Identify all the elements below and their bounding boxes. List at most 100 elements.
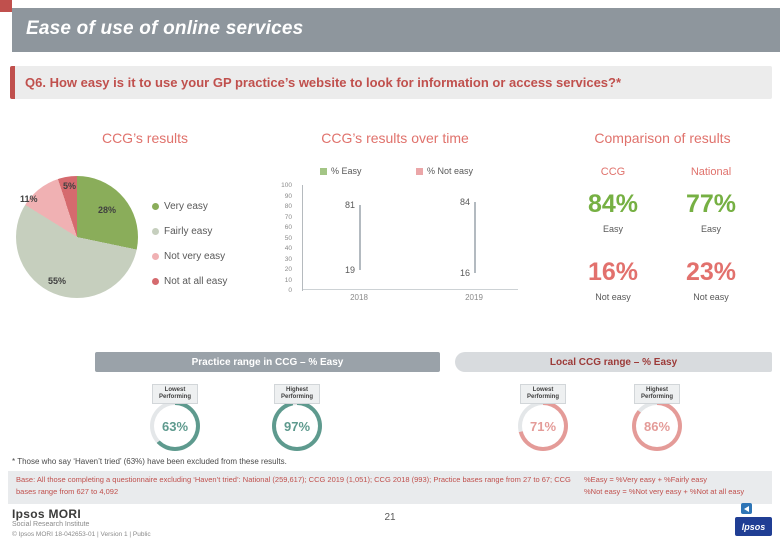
comparison-header-ccg: CCG: [600, 166, 626, 178]
y-tick-label: 70: [284, 213, 292, 221]
gauge-ring: 86%: [632, 401, 682, 452]
gauge-ring-hole: [522, 405, 564, 448]
gauge-local-lowest: Lowest Performing 71%: [514, 384, 572, 452]
y-tick-label: 50: [284, 234, 292, 242]
pie-label-not-very-easy: 11%: [20, 194, 38, 204]
corner-accent: [0, 0, 12, 12]
left-arrow-icon: [744, 505, 749, 512]
high-low-line-2019: [474, 201, 476, 274]
fairly-easy-dot-icon: [152, 228, 159, 235]
value-easy-2019: 84: [459, 196, 470, 207]
x-label-2019: 2019: [465, 293, 483, 302]
gauge-ring-hole: [636, 405, 678, 448]
pie-label-very-easy: 28%: [98, 205, 117, 215]
base-banner: Base: All those completing a questionnai…: [8, 471, 772, 504]
easy-swatch-icon: [320, 168, 327, 176]
cluster-2019: 84 16 2019: [438, 185, 498, 302]
national-not-easy-value: 23%: [685, 258, 737, 286]
local-ccg-range-banner: Local CCG range – % Easy: [455, 352, 772, 372]
y-tick-label: 90: [284, 192, 292, 200]
y-tick-label: 80: [284, 203, 292, 210]
legend-item-fairly-easy: Fairly easy: [152, 226, 227, 237]
cluster-2018: 81 19 2018: [323, 185, 383, 302]
high-low-line-2018: [359, 204, 361, 271]
y-tick-label: 40: [284, 245, 292, 252]
ipsos-logo: Ipsos: [735, 517, 772, 536]
gauge-ring-hole: [154, 405, 196, 448]
not-easy-swatch-icon: [416, 168, 423, 176]
question-text: Q6. How easy is it to use your GP practi…: [25, 75, 622, 90]
gauge-local-highest: Highest Performing 86%: [628, 384, 686, 452]
time-legend-easy: % Easy: [320, 166, 362, 176]
gauge-value: 86%: [643, 418, 671, 434]
section-title-over-time: CCG’s results over time: [321, 130, 469, 146]
value-not-easy-2018: 19: [344, 265, 355, 276]
y-tick-label: 60: [284, 224, 292, 231]
value-easy-2018: 81: [344, 199, 355, 210]
gauge-value: 71%: [529, 418, 557, 434]
question-banner: Q6. How easy is it to use your GP practi…: [10, 66, 772, 99]
pie-label-not-at-all-easy: 5%: [63, 181, 77, 191]
ccg-easy-label: Easy: [602, 224, 623, 234]
ccg-easy-value: 84%: [587, 190, 639, 218]
section-title-comparison: Comparison of results: [594, 130, 731, 146]
y-tick-label: 30: [284, 255, 292, 263]
gauge-ring-hole: [276, 405, 318, 448]
gauge-ring: 71%: [518, 401, 568, 452]
comparison-header-national: National: [690, 166, 732, 178]
copyright-text: © Ipsos MORI 18-042653-01 | Version 1 | …: [12, 531, 151, 538]
national-easy-value: 77%: [685, 190, 737, 218]
practice-range-banner: Practice range in CCG – % Easy: [95, 352, 440, 372]
time-legend-not-easy: % Not easy: [416, 166, 473, 176]
footnote: * Those who say ‘Haven’t tried’ (63%) ha…: [12, 457, 287, 466]
legend-item-very-easy: Very easy: [152, 201, 227, 212]
formula-not-easy: %Not easy = %Not very easy + %Not at all…: [584, 486, 745, 496]
x-label-2018: 2018: [350, 293, 368, 302]
legend-label: Not very easy: [164, 251, 226, 262]
not-at-all-easy-dot-icon: [152, 278, 159, 285]
time-chart-plot: 81 19 2018 84 16 2019: [303, 185, 518, 302]
y-tick-label: 100: [281, 182, 292, 189]
y-tick-label: 10: [284, 276, 292, 284]
formulas: %Easy = %Very easy + %Fairly easy %Not e…: [584, 471, 772, 504]
gauge-ring: 63%: [150, 401, 200, 452]
gauge-label: Lowest Performing: [520, 384, 566, 405]
y-tick-label: 0: [288, 287, 292, 294]
very-easy-dot-icon: [152, 203, 159, 210]
gauge-value: 97%: [283, 418, 311, 434]
gauge-ring: 97%: [272, 401, 322, 452]
page-number: 21: [384, 512, 396, 523]
ipsos-mori-logo-subtext: Social Research Institute: [12, 521, 90, 528]
national-not-easy-label: Not easy: [693, 292, 729, 302]
legend-item-not-at-all-easy: Not at all easy: [152, 276, 227, 287]
value-not-easy-2019: 16: [459, 268, 470, 279]
legend-label: Fairly easy: [164, 226, 213, 237]
not-very-easy-dot-icon: [152, 253, 159, 260]
y-tick-label: 20: [284, 266, 292, 273]
y-axis: 0 10 20 30 40 50 60 70 80 90 100: [268, 182, 296, 294]
gauge-label: Highest Performing: [634, 384, 680, 405]
section-title-ccg-results: CCG’s results: [101, 130, 189, 146]
ipsos-mori-logo-text: Ipsos MORI: [12, 507, 82, 521]
y-axis-line: [302, 185, 303, 291]
gauge-label: Lowest Performing: [152, 384, 198, 405]
time-legend-not-easy-label: % Not easy: [427, 166, 474, 176]
legend-item-not-very-easy: Not very easy: [152, 251, 227, 262]
pie-label-fairly-easy: 55%: [48, 276, 67, 286]
gauge-value: 63%: [161, 418, 189, 434]
gauge-practice-lowest: Lowest Performing 63%: [146, 384, 204, 452]
time-legend-easy-label: % Easy: [331, 166, 362, 176]
legend-label: Very easy: [164, 201, 208, 212]
gauge-practice-highest: Highest Performing 97%: [268, 384, 326, 452]
formula-easy: %Easy = %Very easy + %Fairly easy: [584, 475, 707, 484]
ccg-not-easy-label: Not easy: [595, 292, 631, 302]
national-easy-label: Easy: [700, 224, 721, 234]
page-title: Ease of use of online services: [26, 18, 304, 39]
home-nav-icon[interactable]: [741, 503, 752, 514]
slide-header: Ease of use of online services: [12, 8, 780, 52]
gauge-label: Highest Performing: [274, 384, 320, 405]
base-text: Base: All those completing a questionnai…: [16, 475, 571, 496]
ccg-not-easy-value: 16%: [587, 258, 639, 286]
legend-label: Not at all easy: [164, 276, 228, 287]
